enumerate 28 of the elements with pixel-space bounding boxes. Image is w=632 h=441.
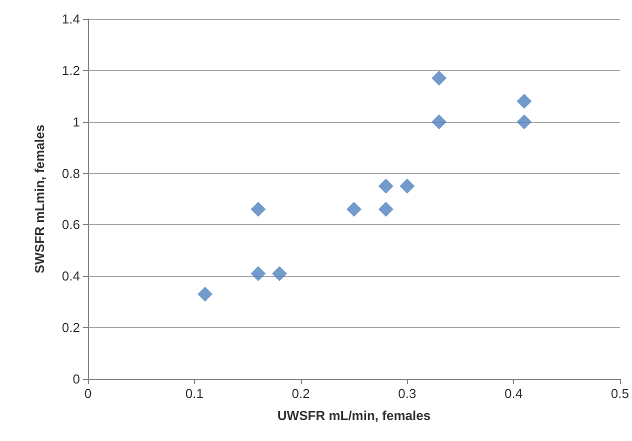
x-tick-label: 0.3 bbox=[398, 386, 416, 401]
y-tick-label: 0.4 bbox=[62, 268, 80, 284]
point bbox=[346, 202, 362, 217]
point bbox=[516, 94, 532, 109]
y-tick-label: 1 bbox=[72, 114, 80, 130]
y-tick-label: 1.4 bbox=[62, 12, 80, 26]
point bbox=[378, 202, 394, 217]
x-tick-label: 0.4 bbox=[504, 386, 523, 401]
point bbox=[250, 202, 266, 217]
point bbox=[516, 114, 532, 130]
y-axis-title: SWSFR mLmin, females bbox=[32, 124, 47, 274]
point bbox=[250, 266, 266, 282]
x-tick-label: 0.2 bbox=[292, 386, 310, 401]
point bbox=[198, 286, 213, 302]
y-tick-label: 0.6 bbox=[62, 217, 80, 232]
point bbox=[272, 266, 288, 282]
x-tick-label: 0.1 bbox=[185, 386, 204, 401]
point bbox=[432, 70, 447, 86]
y-tick-label: 0.2 bbox=[62, 320, 80, 336]
point bbox=[400, 178, 415, 194]
y-tick-label: 0 bbox=[72, 372, 80, 386]
x-tick-label: 0 bbox=[84, 386, 92, 401]
x-axis-title: UWSFR mL/min, females bbox=[277, 408, 431, 423]
point bbox=[378, 178, 394, 194]
y-tick-label: 1.2 bbox=[62, 62, 80, 78]
point bbox=[432, 114, 447, 130]
y-tick-label: 0.8 bbox=[62, 166, 80, 181]
x-tick-label: 0.5 bbox=[610, 386, 630, 401]
